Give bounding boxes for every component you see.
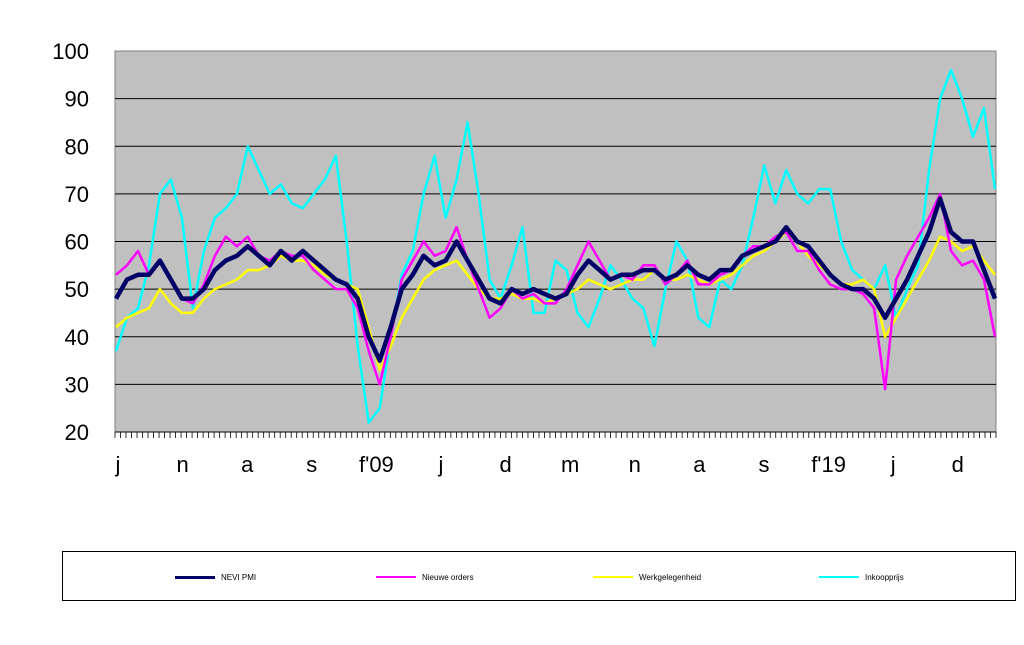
y-tick-label: 60	[65, 230, 89, 255]
y-tick-label: 20	[65, 420, 89, 445]
y-tick-label: 50	[65, 277, 89, 302]
x-tick-label: j	[115, 452, 121, 477]
y-tick-label: 30	[65, 372, 89, 397]
x-tick-label: s	[306, 452, 317, 477]
x-tick-label: d	[499, 452, 511, 477]
legend-label: NEVI PMI	[221, 572, 257, 582]
y-tick-label: 100	[52, 39, 89, 64]
y-tick-label: 90	[65, 87, 89, 112]
x-axis: j n a s f'09 j d m n a s f'19 j d	[115, 431, 997, 477]
x-tick-label: n	[629, 452, 641, 477]
x-tick-label: f'19	[811, 452, 846, 477]
legend-swatch	[593, 576, 633, 578]
legend-swatch	[175, 575, 215, 579]
legend-item-inkoopprijs: Inkoopprijs	[819, 570, 904, 584]
legend: NEVI PMI Nieuwe orders Werkgelegenheid I…	[62, 551, 1016, 601]
x-tick-label: d	[952, 452, 964, 477]
y-tick-label: 80	[65, 134, 89, 159]
y-tick-label: 40	[65, 325, 89, 350]
series-line-nevi-pmi	[114, 196, 998, 363]
legend-item-nevi-pmi: NEVI PMI	[175, 570, 256, 584]
x-tick-label: j	[438, 452, 444, 477]
legend-swatch	[376, 576, 416, 578]
gridlines	[115, 98, 996, 385]
x-tick-label: j	[890, 452, 896, 477]
legend-label: Werkgelegenheid	[639, 572, 702, 582]
legend-item-werkgelegenheid: Werkgelegenheid	[593, 570, 701, 584]
legend-label: Nieuwe orders	[422, 572, 474, 582]
x-tick-label: n	[176, 452, 188, 477]
legend-item-nieuwe-orders: Nieuwe orders	[376, 570, 474, 584]
x-tick-label: s	[759, 452, 770, 477]
x-tick-label: a	[241, 452, 254, 477]
x-tick-label: a	[693, 452, 706, 477]
legend-label: Inkoopprijs	[865, 572, 904, 582]
series-line-inkoopprijs	[114, 68, 997, 424]
x-tick-label: f'09	[359, 452, 394, 477]
series-lines	[114, 68, 998, 424]
legend-swatch	[819, 576, 859, 578]
y-tick-label: 70	[65, 182, 89, 207]
x-tick-label: m	[561, 452, 579, 477]
y-axis: 20 30 40 50 60 70 80 90 100	[52, 39, 89, 445]
